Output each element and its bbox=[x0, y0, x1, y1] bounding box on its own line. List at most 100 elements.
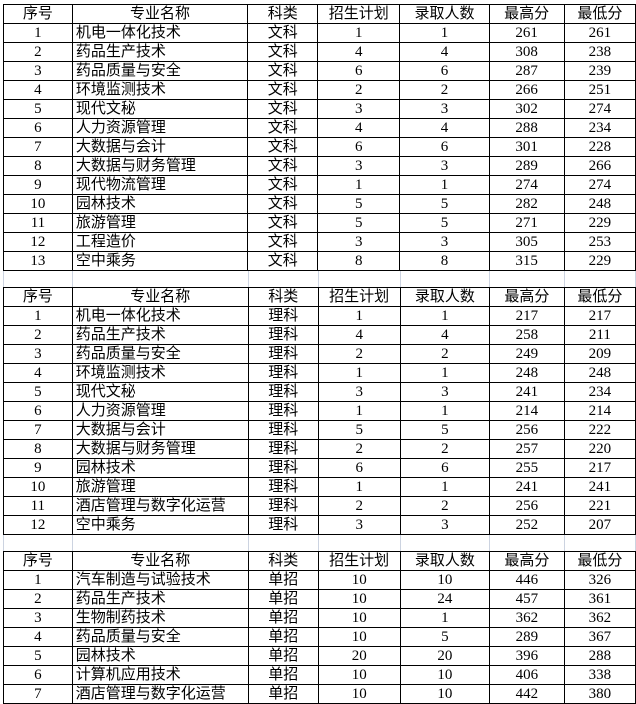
cell-category: 文科 bbox=[247, 232, 319, 252]
table-row: 2 药品生产技术 理科 4 4 258 211 bbox=[3, 325, 636, 345]
column-header-seq: 序号 bbox=[3, 551, 73, 571]
cell-seq: 6 bbox=[3, 118, 73, 138]
table-row: 5 现代文秘 理科 3 3 241 234 bbox=[3, 382, 636, 402]
cell-admitted-count: 1 bbox=[399, 23, 490, 43]
cell-admitted-count: 4 bbox=[399, 118, 490, 138]
cell-min-score: 288 bbox=[563, 646, 636, 666]
cell-admitted-count: 2 bbox=[399, 439, 490, 459]
cell-plan-count: 20 bbox=[317, 646, 401, 666]
cell-admitted-count: 6 bbox=[399, 61, 490, 81]
cell-seq: 12 bbox=[3, 515, 73, 535]
cell-plan-count: 1 bbox=[317, 477, 401, 497]
cell-major-name: 旅游管理 bbox=[71, 213, 249, 233]
cell-category: 文科 bbox=[247, 118, 319, 138]
cell-max-score: 289 bbox=[488, 627, 565, 647]
cell-category: 理科 bbox=[247, 515, 319, 535]
cell-category: 理科 bbox=[247, 401, 319, 421]
cell-admitted-count: 5 bbox=[399, 420, 490, 440]
cell-seq: 8 bbox=[3, 439, 73, 459]
table-row: 7 大数据与会计 文科 6 6 301 228 bbox=[3, 137, 636, 157]
table-row: 3 生物制药技术 单招 10 1 362 362 bbox=[3, 608, 636, 628]
cell-category: 单招 bbox=[247, 646, 319, 666]
cell-major-name: 计算机应用技术 bbox=[71, 665, 249, 685]
cell-plan-count: 4 bbox=[317, 325, 401, 345]
cell-min-score: 367 bbox=[563, 627, 636, 647]
cell-category: 文科 bbox=[247, 175, 319, 195]
cell-major-name: 园林技术 bbox=[71, 458, 249, 478]
column-header-major-name: 专业名称 bbox=[71, 287, 249, 307]
table-row: 3 药品质量与安全 理科 2 2 249 209 bbox=[3, 344, 636, 364]
cell-min-score: 217 bbox=[563, 306, 636, 326]
cell-plan-count: 2 bbox=[317, 439, 401, 459]
cell-major-name: 酒店管理与数字化运营 bbox=[71, 496, 249, 516]
cell-category: 理科 bbox=[247, 477, 319, 497]
gridline bbox=[3, 535, 4, 551]
cell-category: 理科 bbox=[247, 344, 319, 364]
cell-seq: 9 bbox=[3, 175, 73, 195]
cell-category: 文科 bbox=[247, 156, 319, 176]
cell-min-score: 207 bbox=[563, 515, 636, 535]
column-header-seq: 序号 bbox=[3, 287, 73, 307]
column-header-plan-count: 招生计划 bbox=[317, 4, 401, 24]
cell-admitted-count: 2 bbox=[399, 496, 490, 516]
column-header-min-score: 最低分 bbox=[563, 287, 636, 307]
cell-admitted-count: 5 bbox=[399, 194, 490, 214]
cell-seq: 12 bbox=[3, 232, 73, 252]
cell-max-score: 241 bbox=[488, 382, 565, 402]
cell-min-score: 228 bbox=[563, 137, 636, 157]
cell-plan-count: 3 bbox=[317, 382, 401, 402]
gridline-gap bbox=[3, 271, 636, 287]
gridline bbox=[400, 535, 401, 551]
cell-plan-count: 8 bbox=[317, 251, 401, 271]
cell-admitted-count: 10 bbox=[399, 665, 490, 685]
table-row: 9 现代物流管理 文科 1 1 274 274 bbox=[3, 175, 636, 195]
cell-max-score: 446 bbox=[488, 570, 565, 590]
table-row: 11 旅游管理 文科 5 5 271 229 bbox=[3, 213, 636, 233]
cell-category: 文科 bbox=[247, 213, 319, 233]
table-row: 1 机电一体化技术 理科 1 1 217 217 bbox=[3, 306, 636, 326]
cell-admitted-count: 2 bbox=[399, 80, 490, 100]
gridline bbox=[248, 271, 249, 287]
table-row: 8 大数据与财务管理 文科 3 3 289 266 bbox=[3, 156, 636, 176]
cell-major-name: 人力资源管理 bbox=[71, 401, 249, 421]
cell-admitted-count: 4 bbox=[399, 42, 490, 62]
column-header-category: 科类 bbox=[247, 551, 319, 571]
cell-min-score: 239 bbox=[563, 61, 636, 81]
cell-max-score: 271 bbox=[488, 213, 565, 233]
cell-seq: 4 bbox=[3, 363, 73, 383]
cell-min-score: 248 bbox=[563, 194, 636, 214]
cell-max-score: 396 bbox=[488, 646, 565, 666]
cell-min-score: 362 bbox=[563, 608, 636, 628]
cell-category: 文科 bbox=[247, 137, 319, 157]
cell-major-name: 大数据与财务管理 bbox=[71, 156, 249, 176]
cell-seq: 2 bbox=[3, 42, 73, 62]
cell-seq: 2 bbox=[3, 325, 73, 345]
cell-plan-count: 5 bbox=[317, 213, 401, 233]
cell-plan-count: 6 bbox=[317, 137, 401, 157]
cell-plan-count: 10 bbox=[317, 608, 401, 628]
cell-max-score: 362 bbox=[488, 608, 565, 628]
cell-major-name: 旅游管理 bbox=[71, 477, 249, 497]
cell-seq: 13 bbox=[3, 251, 73, 271]
cell-max-score: 217 bbox=[488, 306, 565, 326]
cell-min-score: 326 bbox=[563, 570, 636, 590]
cell-plan-count: 1 bbox=[317, 363, 401, 383]
table-row: 4 环境监测技术 理科 1 1 248 248 bbox=[3, 363, 636, 383]
cell-admitted-count: 1 bbox=[399, 477, 490, 497]
gridline bbox=[564, 535, 565, 551]
column-header-admitted-count: 录取人数 bbox=[399, 551, 490, 571]
cell-seq: 8 bbox=[3, 156, 73, 176]
column-header-seq: 序号 bbox=[3, 4, 73, 24]
cell-min-score: 274 bbox=[563, 175, 636, 195]
cell-seq: 6 bbox=[3, 401, 73, 421]
cell-seq: 11 bbox=[3, 213, 73, 233]
cell-major-name: 园林技术 bbox=[71, 646, 249, 666]
gridline-gap bbox=[3, 535, 636, 551]
cell-max-score: 315 bbox=[488, 251, 565, 271]
cell-plan-count: 4 bbox=[317, 42, 401, 62]
cell-category: 理科 bbox=[247, 496, 319, 516]
table-row: 4 环境监测技术 文科 2 2 266 251 bbox=[3, 80, 636, 100]
cell-seq: 7 bbox=[3, 420, 73, 440]
gridline bbox=[400, 271, 401, 287]
cell-admitted-count: 5 bbox=[399, 213, 490, 233]
